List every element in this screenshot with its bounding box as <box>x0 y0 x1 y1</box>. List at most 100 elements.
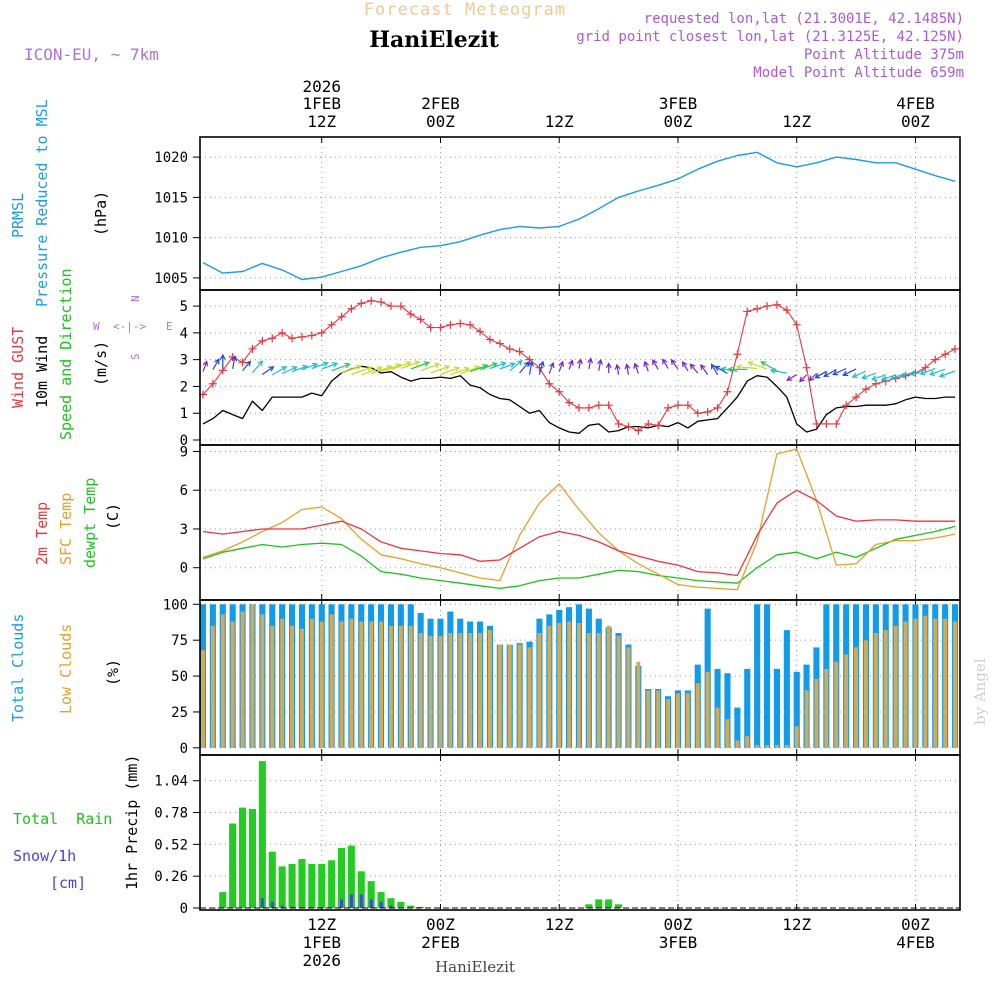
wind-direction-arrow <box>597 358 603 371</box>
wind-direction-arrow <box>261 366 275 375</box>
wind-direction-arrow <box>682 360 689 372</box>
gust-marker <box>367 296 376 305</box>
top-time-label: 00Z <box>901 112 930 131</box>
total-cloud-bar <box>744 668 751 748</box>
gust-label: Wind GUST <box>9 327 27 408</box>
total-cloud-bar <box>783 630 790 748</box>
low-cloud-bar <box>468 633 473 748</box>
wind-direction-arrow <box>842 368 857 377</box>
wind-direction-arrow <box>662 358 669 369</box>
low-cloud-bar <box>339 621 344 748</box>
top-time-label: 00Z <box>426 112 455 131</box>
rain-bar <box>239 807 247 908</box>
wind-direction-arrow <box>871 374 887 381</box>
wind-direction-arrow <box>823 368 837 378</box>
low-cloud-bar <box>478 633 482 748</box>
low-cloud-bar <box>953 621 957 748</box>
gust-marker <box>505 344 514 353</box>
rain-bar <box>585 904 593 908</box>
wind-direction-arrow <box>605 362 612 373</box>
wind-ytick-label: 5 <box>180 299 188 315</box>
precip-unit: 1hr Precip (mm) <box>123 755 141 890</box>
gust-marker <box>278 328 287 337</box>
bottom-time-label: 2026 <box>302 951 341 970</box>
snow-bar <box>290 906 294 908</box>
wind-direction-arrow <box>538 360 545 375</box>
low-cloud-bar <box>646 690 651 748</box>
watermark: by Angel <box>971 658 989 725</box>
gust-marker <box>753 304 762 313</box>
wind-direction-arrow <box>700 363 709 375</box>
low-clouds-label: Low Clouds <box>57 624 75 714</box>
wind-direction-arrow <box>919 367 936 376</box>
clouds-ytick-label: 25 <box>171 705 188 721</box>
pressure-axes: 1005 1010 1015 1020 <box>154 137 960 290</box>
wind-direction-arrow <box>331 362 351 372</box>
low-cloud-bar <box>428 635 433 748</box>
gust-marker <box>248 344 257 353</box>
wind-ytick-label: 4 <box>180 326 188 342</box>
gust-marker <box>327 320 336 329</box>
temp2m-line <box>202 489 956 577</box>
snow-bar <box>389 905 393 908</box>
top-time-label: 00Z <box>664 112 693 131</box>
total-cloud-bar <box>773 668 780 748</box>
wind-direction-arrow <box>479 362 498 371</box>
wind-direction-arrow <box>440 366 461 376</box>
temp-frame <box>199 444 961 601</box>
gust-marker <box>654 421 663 430</box>
low-cloud-bar <box>656 690 661 748</box>
low-cloud-bar <box>636 661 641 748</box>
bottom-time-label: 4FEB <box>896 933 935 952</box>
wind-direction-arrow <box>351 365 373 376</box>
snow-bar <box>260 898 264 908</box>
gust-marker <box>545 379 554 388</box>
gust-marker <box>822 419 831 428</box>
wind-direction-arrow <box>670 358 679 370</box>
gust-marker <box>485 335 494 344</box>
rain-bar <box>605 899 613 908</box>
bottom-time-label: 00Z <box>664 915 693 934</box>
rain-bar <box>318 863 326 908</box>
low-cloud-bar <box>745 736 750 748</box>
wind-direction-arrow <box>528 360 534 375</box>
rain-bar <box>377 892 385 908</box>
wind-direction-arrow <box>808 373 817 382</box>
top-time-label: 4FEB <box>896 94 935 113</box>
wind-direction-arrow <box>568 359 574 370</box>
clouds-ytick-label: 0 <box>180 741 188 757</box>
wind-direction-arrow <box>390 361 412 371</box>
gust-marker <box>772 300 781 309</box>
wind-direction-arrow <box>548 361 555 374</box>
rain-bar <box>357 871 365 908</box>
gust-marker <box>515 347 524 356</box>
low-cloud-bar <box>220 614 225 748</box>
bottom-time-label: 00Z <box>426 915 455 934</box>
gust-marker <box>941 350 950 359</box>
wind-direction-arrow <box>361 366 383 376</box>
gust-marker <box>733 350 742 359</box>
gust-marker <box>664 403 673 412</box>
gust-marker <box>337 312 346 321</box>
gust-marker <box>377 298 386 307</box>
gust-marker <box>703 407 712 416</box>
low-cloud-bar <box>557 623 562 748</box>
low-cloud-bar <box>606 625 611 748</box>
low-cloud-bar <box>398 625 403 748</box>
wind-direction-arrow <box>861 372 877 380</box>
wind-direction-arrow <box>689 363 699 374</box>
temp2m-label: 2m Temp <box>33 502 51 565</box>
low-cloud-bar <box>804 690 809 748</box>
wind-direction-arrow <box>851 370 867 378</box>
snow-bar <box>280 905 284 908</box>
wind-direction-arrow <box>799 374 808 383</box>
low-cloud-bar <box>844 654 849 748</box>
snow-bar <box>369 899 373 908</box>
low-cloud-bar <box>775 745 779 748</box>
rain-bar <box>347 845 355 908</box>
wind-axes: 0 1 2 3 4 5 <box>180 290 960 449</box>
bottom-time-label: 12Z <box>782 915 811 934</box>
wind-direction-arrow <box>242 360 252 371</box>
low-cloud-bar <box>240 611 245 748</box>
low-cloud-bar <box>873 633 878 748</box>
